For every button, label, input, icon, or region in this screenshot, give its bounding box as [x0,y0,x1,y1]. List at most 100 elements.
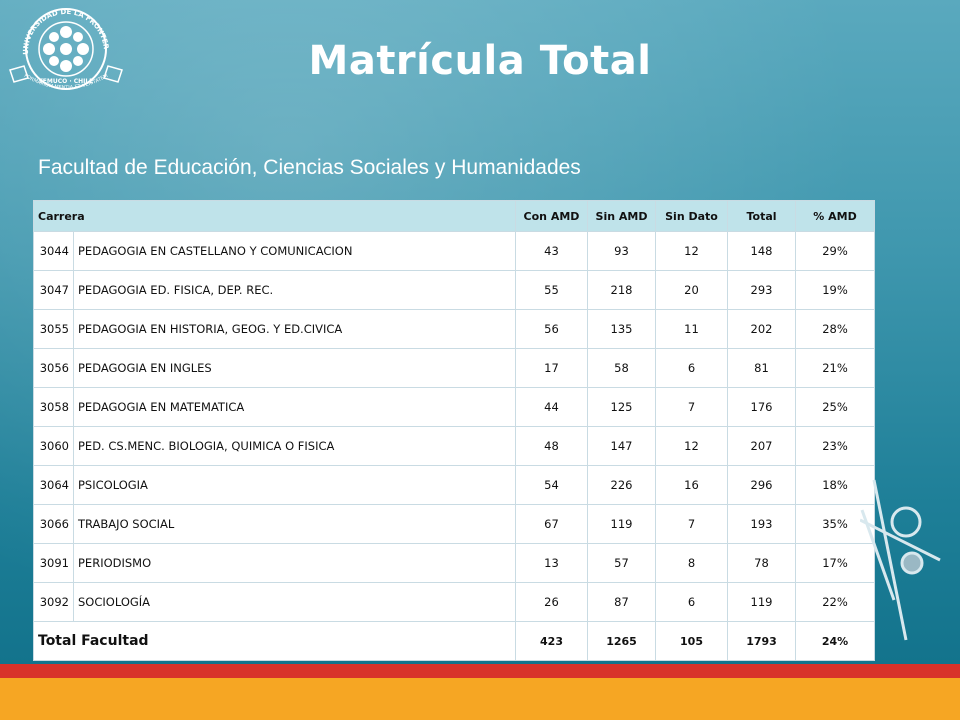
table-row: 3058 PEDAGOGIA EN MATEMATICA 44 125 7 17… [33,387,875,427]
row-sin-amd: 147 [587,426,656,466]
row-total: 293 [727,270,796,310]
row-career-name: PERIODISMO [73,543,516,583]
row-total: 78 [727,543,796,583]
decorative-dot-icon [900,551,924,575]
table-row: 3060 PED. CS.MENC. BIOLOGIA, QUIMICA O F… [33,426,875,466]
decorative-line [872,479,908,641]
row-career-name: PEDAGOGIA EN HISTORIA, GEOG. Y ED.CIVICA [73,309,516,349]
table-row: 3091 PERIODISMO 13 57 8 78 17% [33,543,875,583]
row-sin-dato: 6 [655,582,728,622]
table-row: 3055 PEDAGOGIA EN HISTORIA, GEOG. Y ED.C… [33,309,875,349]
table-header-row: Carrera Con AMD Sin AMD Sin Dato Total %… [33,200,875,232]
row-sin-amd: 93 [587,231,656,271]
seal-text-middle: TEMUCO · CHILE [39,78,94,85]
row-sin-amd: 119 [587,504,656,544]
row-career-name: PEDAGOGIA EN CASTELLANO Y COMUNICACION [73,231,516,271]
row-sin-dato: 11 [655,309,728,349]
row-sin-amd: 218 [587,270,656,310]
column-header-sin-dato: Sin Dato [655,200,728,232]
row-total: 296 [727,465,796,505]
row-code: 3091 [33,543,74,583]
row-pct-amd: 22% [795,582,875,622]
column-header-con-amd: Con AMD [515,200,588,232]
page-title: Matrícula Total [308,38,652,84]
row-code: 3047 [33,270,74,310]
row-con-amd: 56 [515,309,588,349]
column-header-carrera: Carrera [33,200,516,232]
university-seal-icon: UNIVERSIDAD DE LA FRONTERA TEMUCO · CHIL… [6,4,123,91]
row-sin-dato: 7 [655,387,728,427]
row-sin-dato: 16 [655,465,728,505]
row-career-name: PEDAGOGIA ED. FISICA, DEP. REC. [73,270,516,310]
enrollment-table: Carrera Con AMD Sin AMD Sin Dato Total %… [33,200,875,661]
row-code: 3092 [33,582,74,622]
row-total: 176 [727,387,796,427]
row-sin-amd: 57 [587,543,656,583]
row-sin-amd: 58 [587,348,656,388]
total-con-amd: 423 [515,621,588,661]
page-subtitle: Facultad de Educación, Ciencias Sociales… [38,156,581,179]
total-sin-amd: 1265 [587,621,656,661]
row-sin-amd: 125 [587,387,656,427]
row-code: 3044 [33,231,74,271]
column-header-pct-amd: % AMD [795,200,875,232]
row-pct-amd: 21% [795,348,875,388]
row-con-amd: 17 [515,348,588,388]
row-con-amd: 48 [515,426,588,466]
table-row: 3066 TRABAJO SOCIAL 67 119 7 193 35% [33,504,875,544]
footer-orange-stripe [0,678,960,720]
row-pct-amd: 29% [795,231,875,271]
row-code: 3056 [33,348,74,388]
row-total: 148 [727,231,796,271]
row-career-name: PEDAGOGIA EN INGLES [73,348,516,388]
row-sin-dato: 6 [655,348,728,388]
total-sin-dato: 105 [655,621,728,661]
row-sin-amd: 226 [587,465,656,505]
decorative-ring-icon [890,506,922,538]
row-career-name: SOCIOLOGÍA [73,582,516,622]
row-con-amd: 44 [515,387,588,427]
row-pct-amd: 28% [795,309,875,349]
row-pct-amd: 18% [795,465,875,505]
row-sin-amd: 135 [587,309,656,349]
total-total: 1793 [727,621,796,661]
row-sin-dato: 20 [655,270,728,310]
row-career-name: PED. CS.MENC. BIOLOGIA, QUIMICA O FISICA [73,426,516,466]
row-code: 3058 [33,387,74,427]
crescent-icon [902,434,912,454]
decorative-shapes [860,434,941,641]
table-row: 3044 PEDAGOGIA EN CASTELLANO Y COMUNICAC… [33,231,875,271]
row-sin-dato: 8 [655,543,728,583]
row-code: 3060 [33,426,74,466]
row-total: 193 [727,504,796,544]
table-row: 3064 PSICOLOGIA 54 226 16 296 18% [33,465,875,505]
footer-red-stripe [0,664,960,678]
row-con-amd: 13 [515,543,588,583]
row-career-name: PEDAGOGIA EN MATEMATICA [73,387,516,427]
column-header-total: Total [727,200,796,232]
row-career-name: PSICOLOGIA [73,465,516,505]
table-row: 3056 PEDAGOGIA EN INGLES 17 58 6 81 21% [33,348,875,388]
row-con-amd: 54 [515,465,588,505]
row-code: 3064 [33,465,74,505]
total-row: Total Facultad 423 1265 105 1793 24% [33,621,875,661]
decorative-line [860,518,941,562]
total-pct-amd: 24% [795,621,875,661]
row-total: 119 [727,582,796,622]
table-row: 3092 SOCIOLOGÍA 26 87 6 119 22% [33,582,875,622]
row-total: 202 [727,309,796,349]
row-con-amd: 26 [515,582,588,622]
row-sin-dato: 7 [655,504,728,544]
row-pct-amd: 19% [795,270,875,310]
row-sin-dato: 12 [655,426,728,466]
row-total: 207 [727,426,796,466]
row-con-amd: 43 [515,231,588,271]
table-row: 3047 PEDAGOGIA ED. FISICA, DEP. REC. 55 … [33,270,875,310]
row-total: 81 [727,348,796,388]
row-code: 3055 [33,309,74,349]
row-pct-amd: 25% [795,387,875,427]
footer-bar [0,664,960,720]
row-pct-amd: 17% [795,543,875,583]
row-pct-amd: 23% [795,426,875,466]
row-sin-amd: 87 [587,582,656,622]
